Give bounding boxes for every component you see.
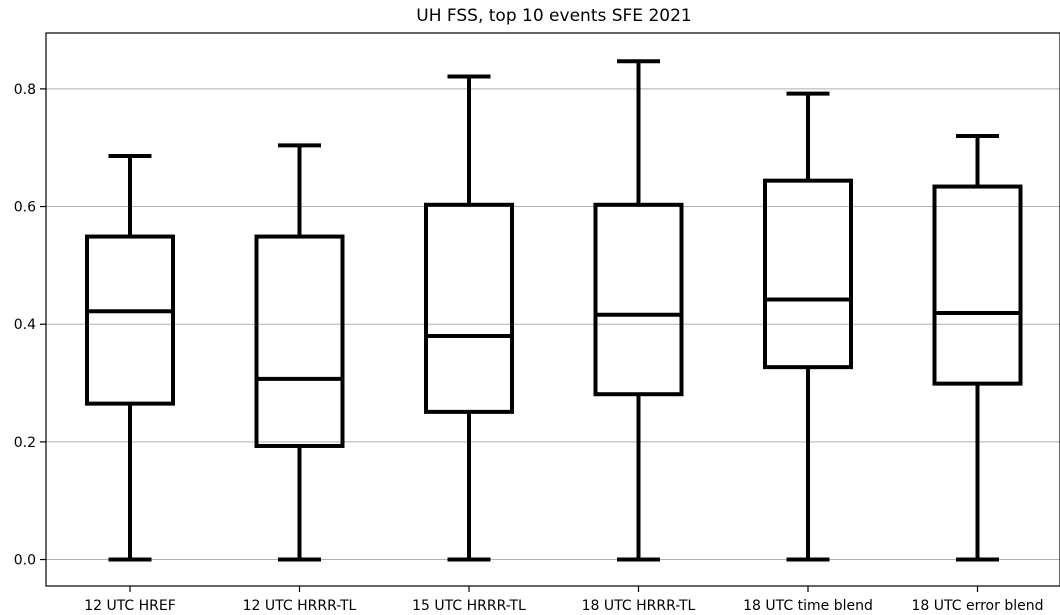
x-tick-label: 12 UTC HRRR-TL — [243, 598, 357, 614]
x-tick-label: 18 UTC HRRR-TL — [582, 598, 696, 614]
iqr-box — [424, 202, 514, 414]
plot-background — [46, 33, 1060, 586]
x-tick-label: 12 UTC HREF — [84, 598, 176, 614]
iqr-box — [932, 184, 1023, 386]
x-tick-label: 18 UTC time blend — [743, 598, 873, 614]
plot-frame — [45, 32, 1060, 587]
y-tick-label: 0.2 — [14, 435, 36, 451]
box-group — [763, 91, 853, 562]
y-tick-label: 0.6 — [14, 200, 36, 216]
y-tick-label: 0.0 — [14, 553, 36, 569]
box-group — [424, 74, 514, 562]
grid-layer — [46, 88, 1060, 561]
iqr-box — [593, 202, 684, 397]
y-tick-label: 0.4 — [14, 317, 36, 333]
y-tick-label: 0.8 — [14, 82, 36, 98]
iqr-box — [254, 234, 345, 448]
box-group — [254, 143, 345, 562]
box-group — [85, 153, 175, 562]
box-layer — [85, 59, 1023, 562]
iqr-box — [85, 234, 175, 406]
x-tick-label: 15 UTC HRRR-TL — [412, 598, 526, 614]
iqr-box — [763, 178, 853, 370]
chart-title: UH FSS, top 10 events SFE 2021 — [416, 6, 692, 26]
axis-layer: 0.0 0.2 0.4 0.6 0.8 12 UTC HREF 12 UTC HRRR-TL… — [14, 32, 1060, 614]
box-group — [932, 133, 1023, 562]
x-tick-label: 18 UTC error blend — [912, 598, 1044, 614]
box-group — [593, 59, 684, 562]
